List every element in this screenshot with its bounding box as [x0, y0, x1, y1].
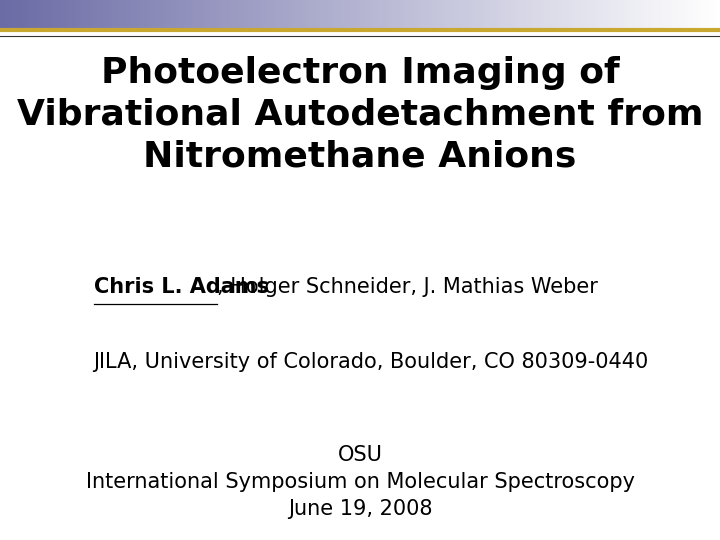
Text: JILA, University of Colorado, Boulder, CO 80309-0440: JILA, University of Colorado, Boulder, C… — [94, 352, 649, 372]
Text: Chris L. Adams: Chris L. Adams — [94, 277, 269, 297]
Text: , Holger Schneider, J. Mathias Weber: , Holger Schneider, J. Mathias Weber — [217, 277, 598, 297]
Text: OSU
International Symposium on Molecular Spectroscopy
June 19, 2008: OSU International Symposium on Molecular… — [86, 445, 634, 519]
Text: Photoelectron Imaging of
Vibrational Autodetachment from
Nitromethane Anions: Photoelectron Imaging of Vibrational Aut… — [17, 56, 703, 173]
Bar — [0, 31, 720, 39]
